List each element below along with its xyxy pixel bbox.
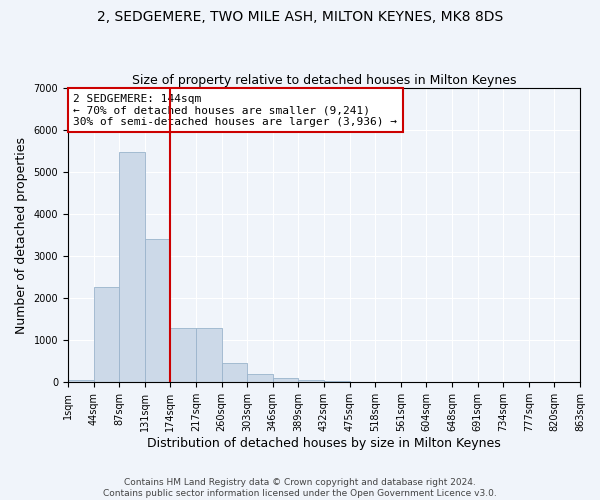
Bar <box>196 328 221 382</box>
Bar <box>68 380 94 382</box>
Bar <box>94 287 119 382</box>
Text: 2, SEDGEMERE, TWO MILE ASH, MILTON KEYNES, MK8 8DS: 2, SEDGEMERE, TWO MILE ASH, MILTON KEYNE… <box>97 10 503 24</box>
Text: Contains HM Land Registry data © Crown copyright and database right 2024.
Contai: Contains HM Land Registry data © Crown c… <box>103 478 497 498</box>
Bar <box>119 152 145 382</box>
Text: 2 SEDGEMERE: 144sqm
← 70% of detached houses are smaller (9,241)
30% of semi-det: 2 SEDGEMERE: 144sqm ← 70% of detached ho… <box>73 94 397 127</box>
X-axis label: Distribution of detached houses by size in Milton Keynes: Distribution of detached houses by size … <box>147 437 501 450</box>
Bar <box>145 238 170 382</box>
Bar <box>247 374 273 382</box>
Bar <box>273 378 298 382</box>
Bar <box>324 381 350 382</box>
Bar <box>170 328 196 382</box>
Bar <box>221 363 247 382</box>
Y-axis label: Number of detached properties: Number of detached properties <box>15 136 28 334</box>
Title: Size of property relative to detached houses in Milton Keynes: Size of property relative to detached ho… <box>132 74 516 87</box>
Bar <box>298 380 324 382</box>
